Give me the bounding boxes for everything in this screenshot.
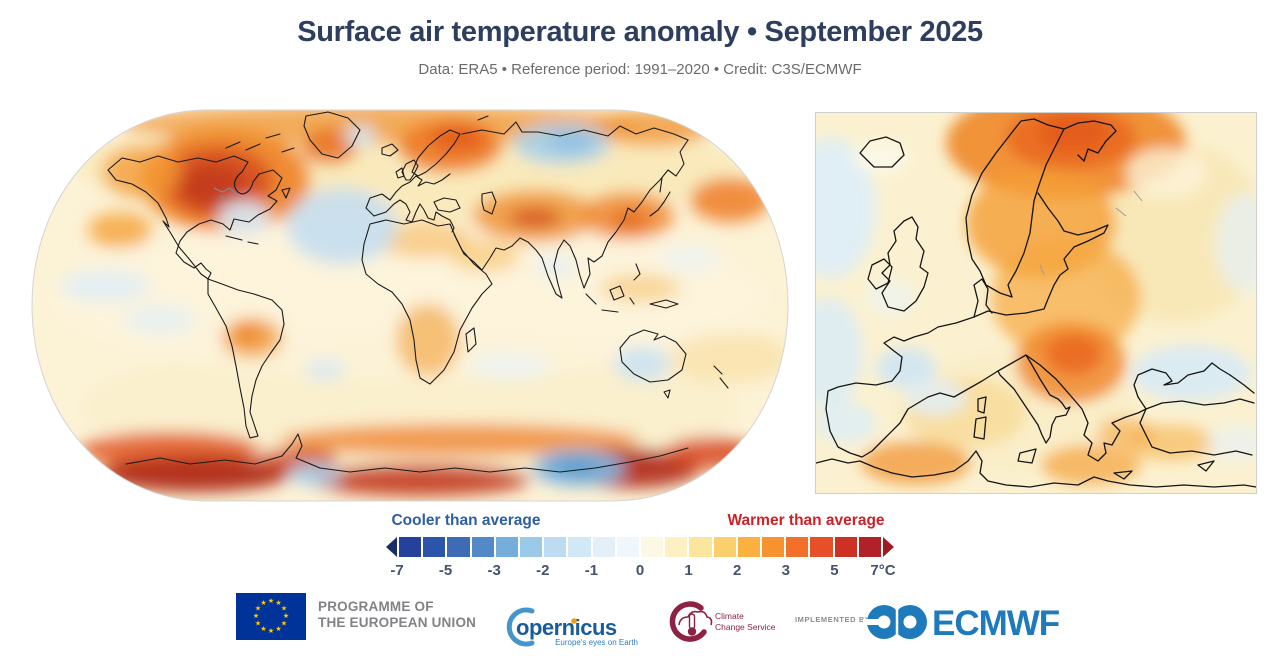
climate-change-service-logo: Climate Change Service	[669, 601, 776, 642]
ecmwf-glyph-icon	[863, 605, 927, 639]
colorbar-tick: 5	[830, 562, 839, 579]
colorbar-left-arrow-icon	[386, 537, 397, 557]
colorbar-segment	[495, 537, 519, 557]
colorbar-segment	[689, 537, 712, 557]
colorbar-tick-labels: -7 -5 -3 -2 -1 0 1 2 3 5 7°C	[386, 562, 896, 580]
svg-text:★: ★	[275, 599, 281, 607]
c3s-thermometer-bulb-icon	[687, 627, 697, 636]
c3s-cloud-icon	[678, 610, 713, 626]
colorbar-tick: -2	[536, 562, 550, 579]
colorbar-segment	[810, 537, 833, 557]
colorbar	[386, 537, 894, 557]
colorbar-tick: -7	[390, 562, 404, 579]
colorbar-segment	[737, 537, 761, 557]
colorbar-tick: 7°C	[870, 562, 896, 579]
colorbar-segment	[713, 537, 736, 557]
svg-text:★: ★	[268, 627, 274, 635]
europe-lakes	[1039, 190, 1143, 276]
world-anomaly-blobs	[50, 110, 788, 496]
legend-warmer-label: Warmer than average	[727, 512, 885, 529]
c3s-label-line1: Climate	[715, 611, 744, 621]
svg-text:★: ★	[281, 620, 287, 628]
colorbar-tick: -3	[487, 562, 501, 579]
colorbar-tick: -1	[584, 562, 599, 579]
copernicus-satellite-dot-icon	[571, 618, 577, 624]
ecmwf-logo: ECMWF	[863, 604, 1061, 643]
subtitle: Data: ERA5 • Reference period: 1991–2020…	[418, 61, 862, 78]
copernicus-swoosh-icon	[506, 607, 535, 647]
colorbar-segment	[471, 537, 494, 557]
svg-text:★: ★	[260, 625, 266, 633]
copernicus-wordmark: opernicus	[516, 615, 617, 640]
world-coastlines	[107, 111, 729, 473]
colorbar-tick: -5	[438, 562, 453, 579]
colorbar-segment	[423, 537, 446, 557]
svg-text:★: ★	[283, 612, 289, 620]
svg-text:★: ★	[275, 625, 281, 633]
page-title: Surface air temperature anomaly • Septem…	[297, 16, 983, 48]
svg-text:★: ★	[260, 599, 266, 607]
colorbar-right-arrow-icon	[883, 537, 894, 557]
colorbar-segment	[592, 537, 615, 557]
copernicus-tagline: Europe's eyes on Earth	[555, 638, 638, 647]
colorbar-segment	[544, 537, 567, 557]
svg-text:★: ★	[255, 605, 261, 613]
colorbar-segment	[665, 537, 688, 557]
colorbar-segment	[568, 537, 591, 557]
europe-map	[815, 112, 1257, 494]
eu-flag-logo: ★ ★★★★★★★★★★★	[236, 593, 306, 640]
svg-text:★: ★	[268, 597, 274, 605]
svg-text:★: ★	[253, 612, 259, 620]
eu-programme-text: PROGRAMME OF THE EUROPEAN UNION	[318, 599, 477, 630]
world-map	[31, 109, 789, 502]
colorbar-segment	[834, 537, 857, 557]
implemented-by-label: IMPLEMENTED BY	[795, 615, 871, 624]
legend-cooler-label: Cooler than average	[391, 512, 541, 529]
colorbar-segment	[786, 537, 809, 557]
colorbar-segment	[520, 537, 543, 557]
world-lakes	[213, 187, 237, 201]
svg-text:★: ★	[255, 620, 261, 628]
world-projection-outline	[31, 109, 789, 502]
colorbar-segment	[762, 537, 785, 557]
c3s-thermometer-icon	[688, 613, 696, 630]
europe-coastlines	[816, 118, 1256, 488]
colorbar-segment	[399, 537, 422, 557]
colorbar-tick: 3	[781, 562, 790, 579]
copernicus-logo: opernicus Europe's eyes on Earth	[506, 607, 638, 647]
svg-text:★: ★	[281, 605, 287, 613]
colorbar-tick: 1	[684, 562, 693, 579]
colorbar-segment	[858, 537, 882, 557]
colorbar-tick: 0	[635, 562, 645, 579]
c3s-circle-swoosh-icon	[669, 601, 707, 642]
colorbar-segment	[616, 537, 640, 557]
ecmwf-wordmark: ECMWF	[932, 604, 1060, 643]
colorbar-segments	[399, 537, 882, 557]
europe-anomaly-blobs	[816, 113, 1256, 485]
colorbar-tick: 2	[733, 562, 742, 579]
eu-flag-stars: ★ ★★★★★★★★★★★	[253, 597, 289, 635]
colorbar-segment	[641, 537, 664, 557]
colorbar-segment	[447, 537, 470, 557]
c3s-label-line2: Change Service	[715, 622, 776, 632]
